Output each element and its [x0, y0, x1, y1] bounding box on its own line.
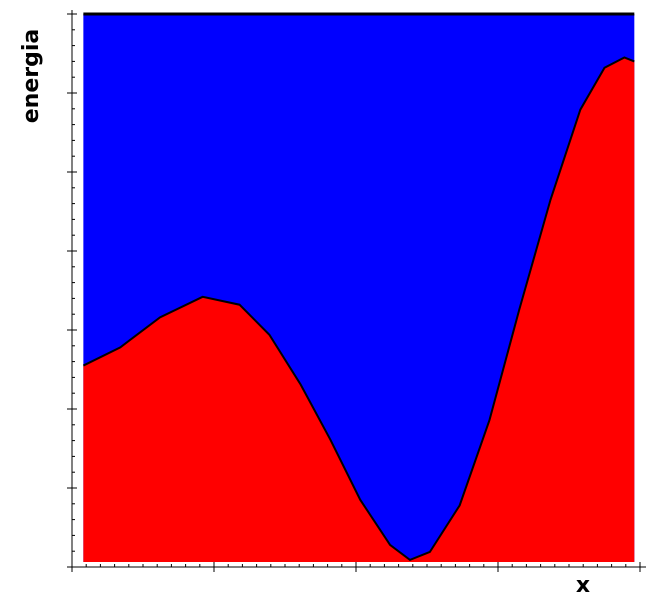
area-below — [83, 57, 635, 562]
y-axis-label: energia — [19, 29, 44, 124]
x-axis-label: x — [576, 573, 590, 598]
energy-curve — [82, 56, 635, 562]
